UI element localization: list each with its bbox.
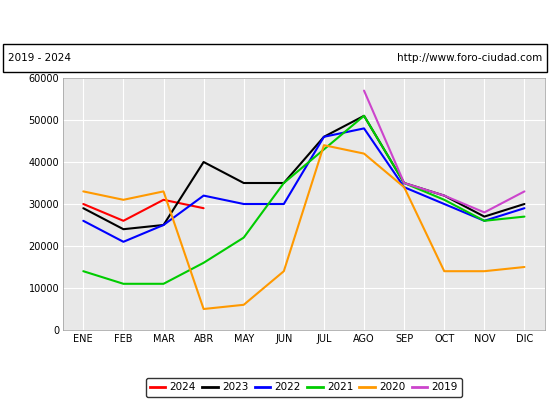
Text: http://www.foro-ciudad.com: http://www.foro-ciudad.com <box>397 53 542 63</box>
Legend: 2024, 2023, 2022, 2021, 2020, 2019: 2024, 2023, 2022, 2021, 2020, 2019 <box>146 378 462 397</box>
Text: 2019 - 2024: 2019 - 2024 <box>8 53 72 63</box>
Text: Evolucion Nº Turistas Nacionales en el municipio de Elche/Elx: Evolucion Nº Turistas Nacionales en el m… <box>70 14 480 28</box>
